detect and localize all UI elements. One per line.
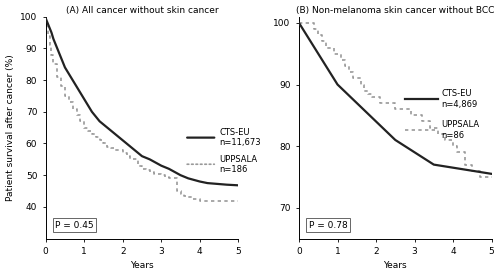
Text: CTS-EU
n=4,869: CTS-EU n=4,869 xyxy=(442,89,478,108)
Text: UPPSALA
n=186: UPPSALA n=186 xyxy=(219,155,257,174)
Text: UPPSALA
n=86: UPPSALA n=86 xyxy=(442,120,480,140)
X-axis label: Years: Years xyxy=(384,261,407,270)
Text: P = 0.78: P = 0.78 xyxy=(308,221,348,230)
Text: P = 0.45: P = 0.45 xyxy=(56,221,94,230)
Y-axis label: Patient survival after cancer (%): Patient survival after cancer (%) xyxy=(6,54,15,201)
Title: (A) All cancer without skin cancer: (A) All cancer without skin cancer xyxy=(66,6,218,15)
Text: CTS-EU
n=11,673: CTS-EU n=11,673 xyxy=(219,128,260,147)
Title: (B) Non-melanoma skin cancer without BCC: (B) Non-melanoma skin cancer without BCC xyxy=(296,6,494,15)
X-axis label: Years: Years xyxy=(130,261,154,270)
